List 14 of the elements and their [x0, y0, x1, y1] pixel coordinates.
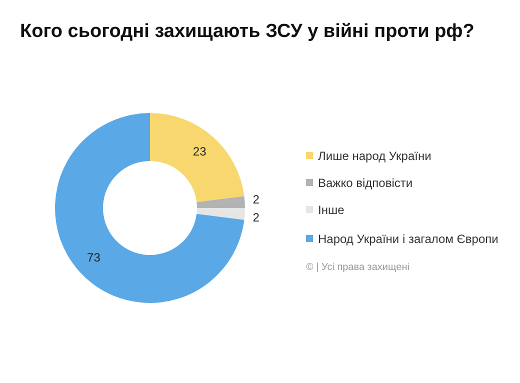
data-label: 2 — [252, 192, 260, 207]
data-label: 73 — [87, 250, 101, 265]
legend-label: Лише народ України — [318, 149, 432, 163]
chart-title: Кого сьогодні захищають ЗСУ у війні проти рф? — [20, 21, 474, 42]
text: © | Усі права захищені — [306, 262, 410, 273]
donut-slice — [150, 113, 244, 202]
legend-label: Інше — [318, 203, 345, 217]
legend-label: Важко відповісти — [318, 176, 413, 190]
donut-slice — [196, 208, 245, 220]
donut-slice — [196, 196, 245, 208]
legend-label: Народ України і загалом Європи — [318, 232, 498, 246]
data-label: 23 — [192, 144, 207, 159]
data-label: 2 — [252, 210, 260, 224]
donut-slice — [55, 113, 244, 303]
